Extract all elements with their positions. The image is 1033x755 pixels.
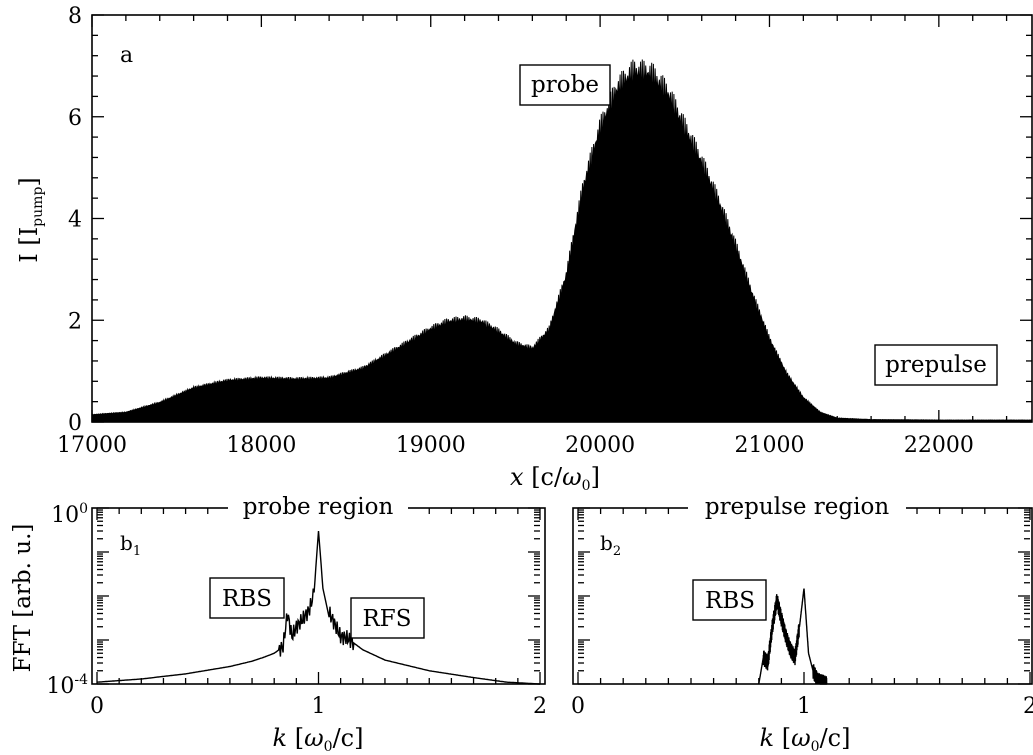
prepulse-region-title: prepulse region bbox=[705, 494, 889, 520]
rfs-annotation-text: RFS bbox=[362, 606, 411, 632]
rfs-annotation: RFS bbox=[350, 597, 425, 639]
rbs-annotation-b1-text: RBS bbox=[222, 586, 272, 612]
panel-b2: 0 1 2 prepulse region b2 RBS k [ω0/c] bbox=[571, 492, 1033, 755]
intensity-area bbox=[91, 59, 1033, 423]
y-tick-label: 4 bbox=[68, 208, 82, 233]
panel-b1: 0 1 2 probe region b1 RBS RFS FFT [arb. u.… bbox=[10, 492, 547, 755]
panel-a: 17000 18000 19000 20000 21000 22000 0 2 4 6 8 a pr… bbox=[15, 4, 1033, 494]
prepulse-annotation-text: prepulse bbox=[885, 352, 987, 378]
x-tick-label: 17000 bbox=[57, 433, 127, 458]
x-tick-label: 2 bbox=[533, 694, 547, 719]
panel-b1-ytick-top: 100 bbox=[51, 501, 88, 528]
x-tick-label: 20000 bbox=[565, 433, 635, 458]
probe-region-title-bg bbox=[228, 492, 408, 522]
panel-b1-ylabel: FFT [arb. u.] bbox=[10, 524, 36, 673]
panel-a-ylabel: I [Ipump] bbox=[15, 177, 46, 263]
x-tick-label: 18000 bbox=[226, 433, 296, 458]
x-tick-label: 1 bbox=[312, 694, 326, 719]
y-tick-label: 8 bbox=[68, 4, 82, 29]
panel-b2-xlabel: k [ω0/c] bbox=[760, 724, 851, 755]
panel-b2-tick-labels: 0 1 2 bbox=[571, 694, 1033, 719]
panel-b1-xlabel: k [ω0/c] bbox=[273, 724, 364, 755]
panel-b1-tick-labels: 0 1 2 bbox=[90, 694, 547, 719]
panel-b1-label: b1 bbox=[120, 531, 141, 559]
x-tick-label: 0 bbox=[571, 694, 585, 719]
x-tick-label: 2 bbox=[1023, 694, 1033, 719]
panel-a-tick-labels: 17000 18000 19000 20000 21000 22000 0 2 4 6 8 bbox=[57, 4, 974, 458]
panel-b1-ytick-bottom: 10-4 bbox=[46, 672, 88, 699]
y-tick-label: 6 bbox=[68, 106, 82, 131]
panel-a-frame bbox=[91, 14, 1033, 423]
y-tick-label: 2 bbox=[68, 309, 82, 334]
x-tick-label: 0 bbox=[90, 694, 104, 719]
x-tick-label: 1 bbox=[797, 694, 811, 719]
x-tick-label: 21000 bbox=[734, 433, 804, 458]
panel-a-label: a bbox=[120, 43, 133, 68]
rbs-annotation-b2: RBS bbox=[692, 579, 767, 621]
panel-a-xlabel: x [c/ω0] bbox=[510, 463, 600, 494]
b2-spectrum-line bbox=[758, 588, 828, 685]
panel-a-ticks bbox=[91, 14, 1032, 423]
panel-b2-label: b2 bbox=[600, 531, 621, 559]
rbs-annotation-b2-text: RBS bbox=[705, 588, 755, 614]
probe-annotation: probe bbox=[519, 64, 611, 106]
y-tick-label: 0 bbox=[68, 411, 82, 436]
prepulse-annotation: prepulse bbox=[874, 344, 998, 386]
probe-region-title: probe region bbox=[243, 494, 394, 520]
rbs-annotation-b1: RBS bbox=[209, 577, 285, 619]
probe-annotation-text: probe bbox=[531, 72, 599, 98]
b1-spectrum-line bbox=[96, 530, 540, 685]
x-tick-label: 19000 bbox=[396, 433, 466, 458]
prepulse-region-title-bg bbox=[688, 492, 906, 522]
x-tick-label: 22000 bbox=[904, 433, 974, 458]
